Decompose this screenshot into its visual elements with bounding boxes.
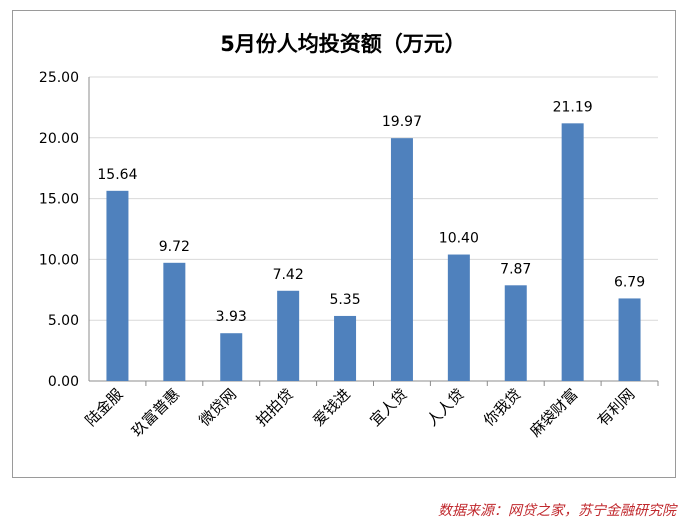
chart-title: 5月份人均投资额（万元） xyxy=(220,32,466,56)
data-label: 3.93 xyxy=(216,309,247,325)
x-tick-label: 拍拍贷 xyxy=(252,385,297,430)
bar xyxy=(504,285,527,381)
bar xyxy=(220,333,243,381)
bar-chart: 5月份人均投资额（万元） 0.00 5.00 10.00 15.00 20.00 25.0… xyxy=(39,32,659,440)
x-tick-label: 宜人贷 xyxy=(366,385,411,430)
bar xyxy=(334,315,357,381)
data-label: 5.35 xyxy=(329,292,360,308)
x-tick-label: 麻袋财富 xyxy=(526,385,581,440)
x-tick-label: 人人贷 xyxy=(423,385,468,430)
data-label: 15.64 xyxy=(97,167,137,183)
bar xyxy=(447,254,470,381)
x-tick-label: 玖富普惠 xyxy=(128,385,183,440)
bar xyxy=(106,190,129,381)
data-label: 19.97 xyxy=(382,114,422,130)
bar xyxy=(163,262,186,381)
bar xyxy=(277,290,300,381)
x-tick-label: 微贷网 xyxy=(196,385,241,430)
y-tick-label: 15.00 xyxy=(39,192,79,208)
data-label: 7.87 xyxy=(500,261,531,277)
y-tick-label: 5.00 xyxy=(48,313,79,329)
x-axis: 陆金服 玖富普惠 微贷网 拍拍贷 爱钱进 宜人贷 人人贷 你我贷 麻袋财富 有利网 xyxy=(82,381,659,440)
y-tick-label: 20.00 xyxy=(39,131,79,147)
bars xyxy=(106,123,641,382)
data-label: 10.40 xyxy=(439,231,479,247)
bar xyxy=(390,138,413,381)
data-label: 21.19 xyxy=(553,99,593,115)
y-axis: 0.00 5.00 10.00 15.00 20.00 25.00 xyxy=(39,70,79,390)
data-label: 9.72 xyxy=(159,239,190,255)
bar xyxy=(618,298,641,381)
bar xyxy=(561,123,584,382)
x-tick-label: 有利网 xyxy=(594,385,639,430)
chart-frame: 5月份人均投资额（万元） 0.00 5.00 10.00 15.00 20.00 25.0… xyxy=(12,10,676,478)
y-tick-label: 25.00 xyxy=(39,70,79,86)
x-tick-label: 爱钱进 xyxy=(309,385,354,430)
x-tick-label: 你我贷 xyxy=(480,385,525,430)
source-note: 数据来源：网贷之家，苏宁金融研究院 xyxy=(438,503,676,519)
data-labels: 15.64 9.72 3.93 7.42 5.35 19.97 10.40 7.87 21.19… xyxy=(97,99,645,325)
data-label: 7.42 xyxy=(273,267,304,283)
data-label: 6.79 xyxy=(614,274,645,290)
x-tick-label: 陆金服 xyxy=(82,385,127,430)
y-tick-label: 10.00 xyxy=(39,252,79,268)
y-tick-label: 0.00 xyxy=(48,374,79,390)
